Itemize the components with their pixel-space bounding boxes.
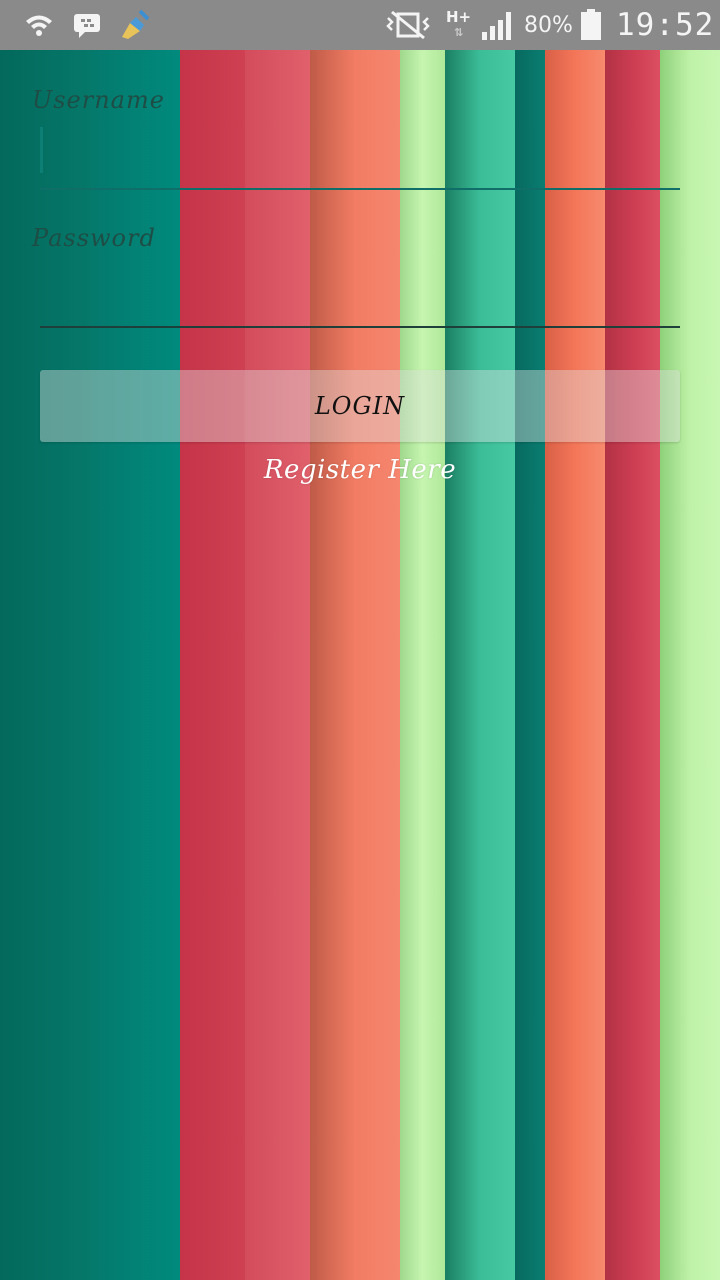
network-type-text: H+: [446, 8, 472, 26]
stripe: [90, 50, 180, 1280]
stripe: [245, 50, 310, 1280]
network-type-icon: H+ ⇅: [446, 8, 472, 40]
stripe: [605, 50, 660, 1280]
stripe: [515, 50, 545, 1280]
stripe: [660, 50, 720, 1280]
status-bar: H+ ⇅ 80% 19:52: [0, 0, 720, 50]
username-underline: [40, 188, 680, 190]
striped-background: [0, 50, 720, 1280]
broom-cleaner-icon: [118, 0, 152, 50]
battery-percent: 80%: [524, 12, 573, 38]
clock: 19:52: [616, 7, 715, 43]
battery-icon: [580, 0, 602, 50]
stripe: [545, 50, 605, 1280]
password-underline: [40, 326, 680, 328]
password-input[interactable]: [40, 260, 684, 322]
password-label: Password: [32, 224, 156, 252]
username-label: Username: [32, 86, 165, 114]
wifi-icon: [24, 0, 54, 50]
bbm-chat-icon: [73, 0, 101, 50]
register-link[interactable]: Register Here: [263, 455, 457, 485]
mute-vibrate-icon: [384, 0, 432, 50]
stripe: [445, 50, 515, 1280]
username-input[interactable]: [40, 170, 684, 232]
login-button[interactable]: LOGIN: [40, 370, 680, 442]
login-form: Username Password LOGIN Register Here: [0, 50, 720, 1280]
stripe: [400, 50, 445, 1280]
stripe: [310, 50, 400, 1280]
stripe: [180, 50, 245, 1280]
signal-icon: [480, 0, 516, 50]
text-cursor: [40, 127, 43, 173]
stripe: [0, 50, 90, 1280]
